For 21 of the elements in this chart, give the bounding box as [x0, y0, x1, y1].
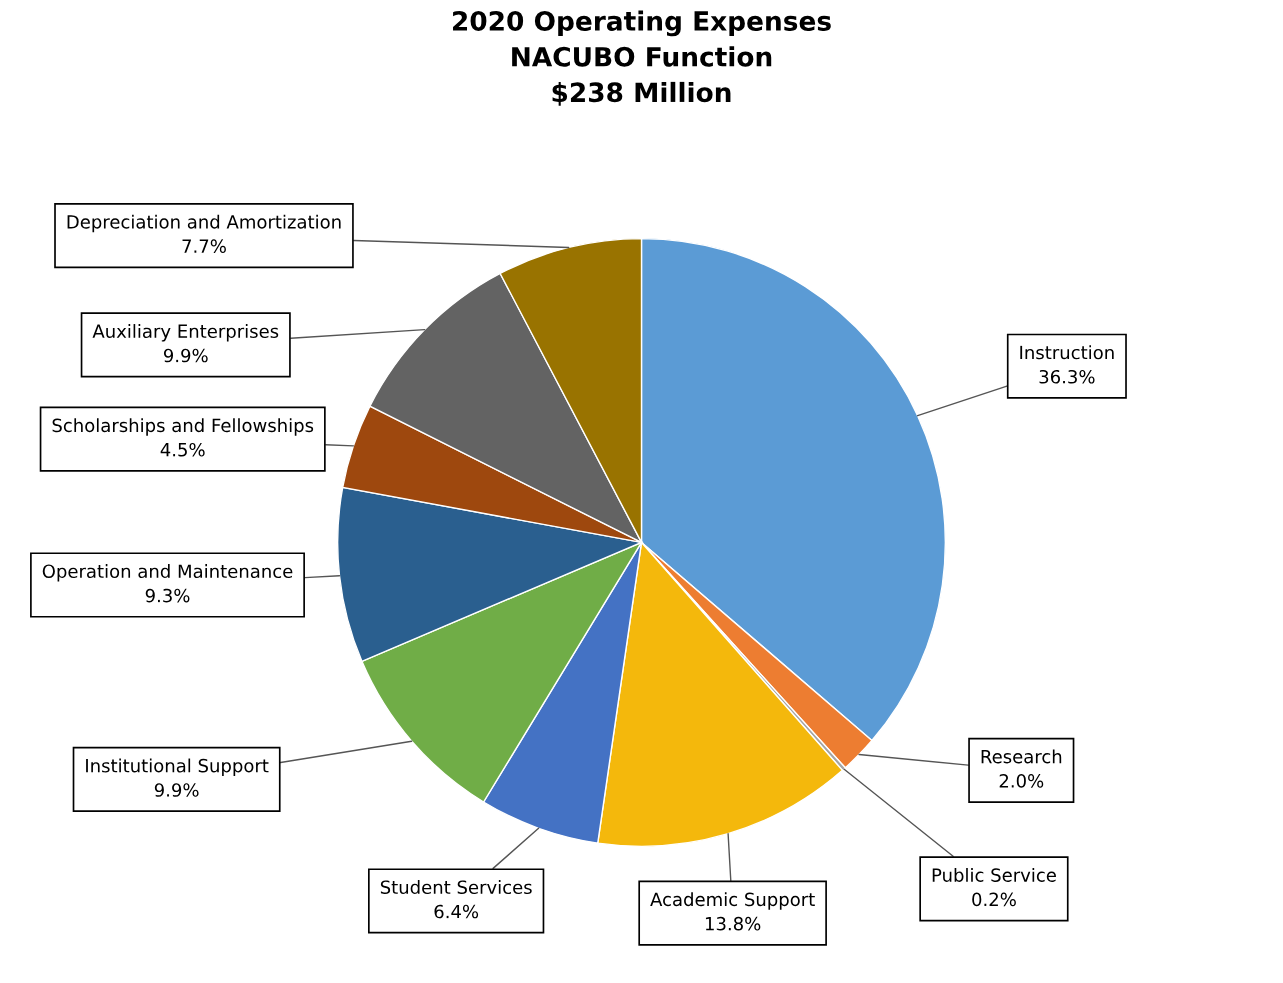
- data-label: 9.9%: [163, 348, 208, 363]
- data-label: 6.4%: [434, 904, 479, 919]
- data-label: 0.2%: [972, 892, 1016, 907]
- slice-label: Scholarships and Fellowships: [52, 418, 314, 436]
- slice-label: Instruction: [1020, 345, 1114, 360]
- data-label: 13.8%: [705, 916, 761, 931]
- slice-label: Academic Support: [650, 892, 815, 910]
- slice-label: Auxiliary Enterprises: [92, 324, 279, 342]
- slice-label: Operation and Maintenance: [42, 564, 293, 582]
- slice-label: Depreciation and Amortization: [67, 214, 341, 233]
- data-label: 36.3%: [1039, 369, 1095, 384]
- data-label: 7.7%: [182, 239, 226, 253]
- data-label: 2.0%: [999, 774, 1044, 788]
- data-label: 4.5%: [160, 442, 205, 457]
- slice-label: Student Services: [380, 880, 532, 895]
- chart-title: 2020 Operating Expenses NACUBO Function $238 Million: [453, 10, 831, 106]
- data-label: 9.9%: [154, 783, 199, 797]
- slice-label: Public Service: [932, 867, 1056, 882]
- data-label: 9.3%: [145, 588, 190, 603]
- slice-label: Research: [981, 749, 1062, 764]
- slice-label: Institutional Support: [86, 758, 269, 776]
